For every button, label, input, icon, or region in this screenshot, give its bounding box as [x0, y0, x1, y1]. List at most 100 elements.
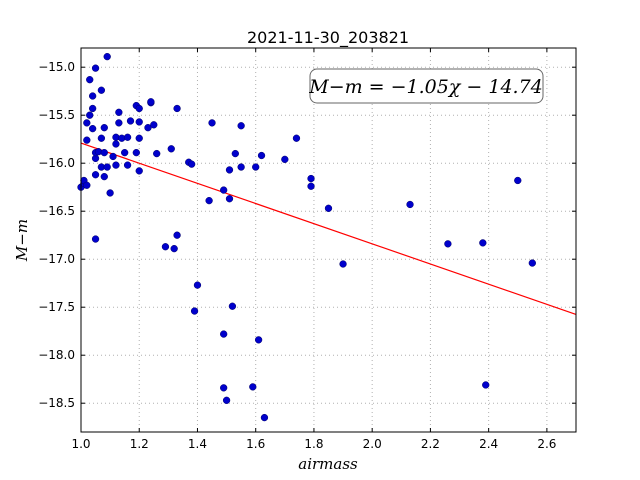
data-point — [153, 149, 161, 158]
data-point — [144, 124, 152, 132]
data-point — [231, 149, 239, 158]
data-point — [88, 104, 97, 113]
data-point — [307, 182, 315, 190]
data-point — [406, 200, 414, 209]
y-tick-label: −15.5 — [38, 108, 75, 122]
data-point — [167, 145, 175, 153]
data-point — [88, 92, 97, 100]
data-point — [106, 189, 114, 197]
data-point — [100, 172, 108, 181]
data-point — [205, 196, 213, 205]
data-point — [109, 152, 117, 161]
data-point — [100, 148, 108, 157]
data-point — [528, 259, 536, 267]
data-point — [237, 163, 245, 171]
data-point — [88, 124, 97, 133]
data-point — [121, 148, 129, 157]
y-tick-label: −18.0 — [38, 348, 75, 362]
x-tick-label: 2.0 — [363, 437, 382, 451]
fit-annotation: M−m = −1.05χ − 14.74 — [308, 68, 544, 104]
data-point — [193, 281, 202, 289]
x-tick-label: 1.8 — [304, 437, 323, 451]
data-point — [479, 239, 487, 247]
data-point — [252, 163, 260, 171]
x-tick-label: 1.6 — [246, 437, 265, 451]
data-point — [147, 98, 155, 106]
data-point — [103, 163, 111, 171]
data-point — [208, 119, 216, 127]
data-point — [123, 133, 132, 141]
data-point — [220, 384, 228, 392]
data-point — [228, 302, 237, 310]
data-point — [91, 171, 100, 179]
data-point — [86, 76, 94, 84]
data-point — [86, 111, 94, 119]
data-point — [281, 155, 289, 164]
data-point — [132, 148, 140, 157]
data-point — [257, 151, 266, 160]
plot-frame — [80, 47, 577, 433]
y-tick-label: −15.0 — [38, 60, 75, 74]
data-point — [161, 243, 170, 251]
data-point — [324, 204, 333, 212]
data-point — [237, 122, 245, 130]
annotation-box — [309, 68, 544, 104]
data-point — [135, 118, 143, 126]
data-point — [97, 86, 106, 94]
y-axis-label: M−m — [13, 219, 31, 262]
y-tick-label: −18.5 — [38, 396, 75, 410]
data-point — [444, 240, 452, 248]
y-tick-label: −17.0 — [38, 252, 75, 266]
data-point — [225, 195, 234, 203]
data-point — [103, 52, 111, 61]
y-tick-label: −17.5 — [38, 300, 75, 314]
data-point — [112, 140, 120, 148]
data-point — [91, 235, 100, 243]
data-point — [123, 161, 132, 169]
chart-title: 2021-11-30_203821 — [247, 28, 409, 48]
data-point — [220, 186, 228, 194]
x-tick-label: 2.4 — [479, 437, 498, 451]
data-point — [135, 104, 143, 113]
data-point — [126, 117, 135, 125]
data-point — [135, 134, 143, 142]
data-point — [307, 174, 315, 183]
data-point — [83, 136, 91, 144]
data-point — [97, 134, 106, 142]
data-point — [482, 381, 490, 389]
y-tick-label: −16.0 — [38, 156, 75, 170]
data-point — [222, 396, 231, 404]
x-tick-label: 2.6 — [537, 437, 556, 451]
ticks: 1.0 1.2 1.4 1.6 1.8 2.0 2.2 2.4 2.6 −15.0 −15.5 −16… — [38, 48, 576, 451]
data-point — [115, 108, 123, 116]
data-point — [260, 413, 269, 422]
data-point — [514, 176, 522, 185]
x-axis-label: airmass — [298, 455, 358, 473]
y-tick-label: −16.5 — [38, 204, 75, 218]
data-point — [91, 64, 100, 72]
data-point — [292, 134, 301, 142]
data-point — [100, 124, 108, 132]
data-point — [254, 336, 263, 344]
data-point — [150, 121, 158, 129]
data-point — [135, 167, 143, 175]
x-tick-label: 1.2 — [130, 437, 149, 451]
data-point — [170, 244, 178, 253]
data-point — [187, 160, 196, 168]
data-points — [77, 52, 536, 422]
fit-line-group — [80, 142, 577, 315]
grid — [81, 48, 576, 432]
data-point — [83, 119, 91, 127]
data-point — [220, 330, 228, 338]
data-point — [190, 307, 199, 315]
data-point — [173, 104, 181, 113]
data-point — [225, 166, 234, 174]
data-point — [173, 231, 181, 239]
data-point — [249, 383, 257, 391]
x-tick-label: 1.4 — [188, 437, 207, 451]
data-point — [115, 119, 123, 127]
data-point — [83, 181, 91, 189]
data-point — [112, 161, 120, 169]
x-tick-label: 1.0 — [71, 437, 90, 451]
fit-line — [80, 142, 577, 315]
